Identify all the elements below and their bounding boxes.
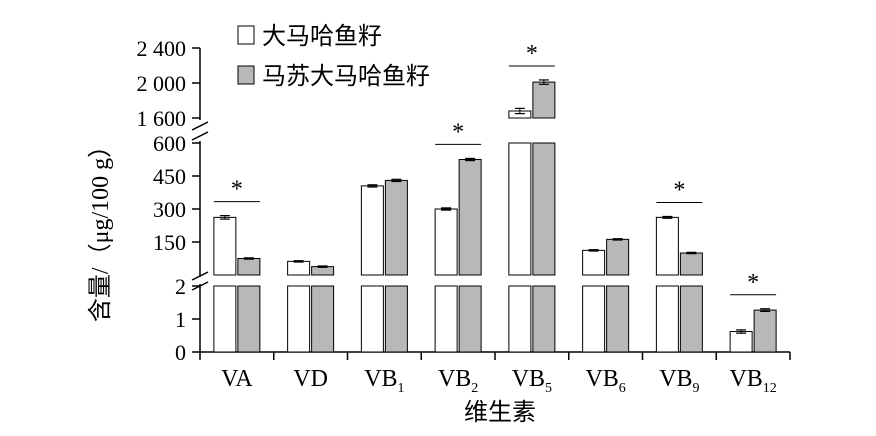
axis-break-mark-0-0 [191,271,209,281]
bar-b-3-part1 [458,285,482,353]
significance-marker: * [673,177,685,203]
significance-marker: * [231,177,243,203]
y-tick-label: 2 400 [137,36,187,61]
bars: * * * * * [213,41,777,353]
x-tick-label: VD [293,366,328,392]
y-tick-label: 1 600 [137,106,187,131]
y-tick-label: 450 [153,164,186,189]
x-tick-label: VB2 [438,366,478,396]
y-tick-label: 0 [175,340,186,365]
bar-a-0-part1 [213,285,237,353]
y-tick-label: 600 [153,131,186,156]
significance-marker: * [526,41,538,67]
x-tick-label: VB9 [659,366,699,396]
legend-swatch-0 [237,25,255,45]
bar-b-0-part1 [237,285,261,353]
bar-a-6 [655,216,679,276]
bar-a-6-part1 [655,285,679,353]
bar-b-2 [384,179,408,276]
bar-a-5 [582,249,606,276]
x-tick-label: VB1 [364,366,404,396]
axis-break-mark-1-1 [191,131,209,141]
bar-b-4-part1 [532,142,556,276]
y-tick-label: 2 000 [137,71,187,96]
bar-b-5-part1 [606,285,630,353]
bar-a-5-part1 [582,285,606,353]
bar-a-7 [729,331,753,353]
y-tick-label: 1 [175,307,186,332]
bar-a-1 [287,260,311,276]
bar-a-1-part1 [287,285,311,353]
bar-b-4-part2 [532,285,556,353]
bar-a-2-part1 [360,285,384,353]
bar-b-1-part1 [311,285,335,353]
bar-b-3 [458,159,482,276]
bar-b-6 [679,252,703,276]
bar-b-6-part1 [679,285,703,353]
legend-label-0: 大马哈鱼籽 [262,23,382,50]
x-tick-label: VA [221,366,253,392]
bar-a-0 [213,216,237,276]
y-axis-title: 含量/（μg/100 g） [87,134,114,322]
bar-a-3-part1 [434,285,458,353]
bar-b-2-part1 [384,285,408,353]
significance-marker: * [747,270,759,296]
significance-marker: * [452,119,464,145]
x-tick-label: VB5 [512,366,552,396]
bar-b-4 [532,81,556,119]
y-tick-label: 150 [153,230,186,255]
legend-label-1: 马苏大马哈鱼籽 [262,63,430,90]
x-axis-title: 维生素 [464,399,536,426]
x-tick-label: VB6 [585,366,625,396]
y-tick-label: 2 [175,274,186,299]
bar-a-2 [360,185,384,276]
bar-b-5 [606,238,630,276]
bar-b-7 [753,309,777,353]
legend-swatch-1 [237,65,255,85]
y-tick-label: 300 [153,197,186,222]
bar-a-4-part2 [508,285,532,353]
bar-a-3 [434,208,458,276]
x-tick-label: VB12 [729,366,776,396]
bar-b-0 [237,258,261,276]
axis-break-mark-1-0 [191,121,209,131]
bar-a-4-part1 [508,142,532,276]
